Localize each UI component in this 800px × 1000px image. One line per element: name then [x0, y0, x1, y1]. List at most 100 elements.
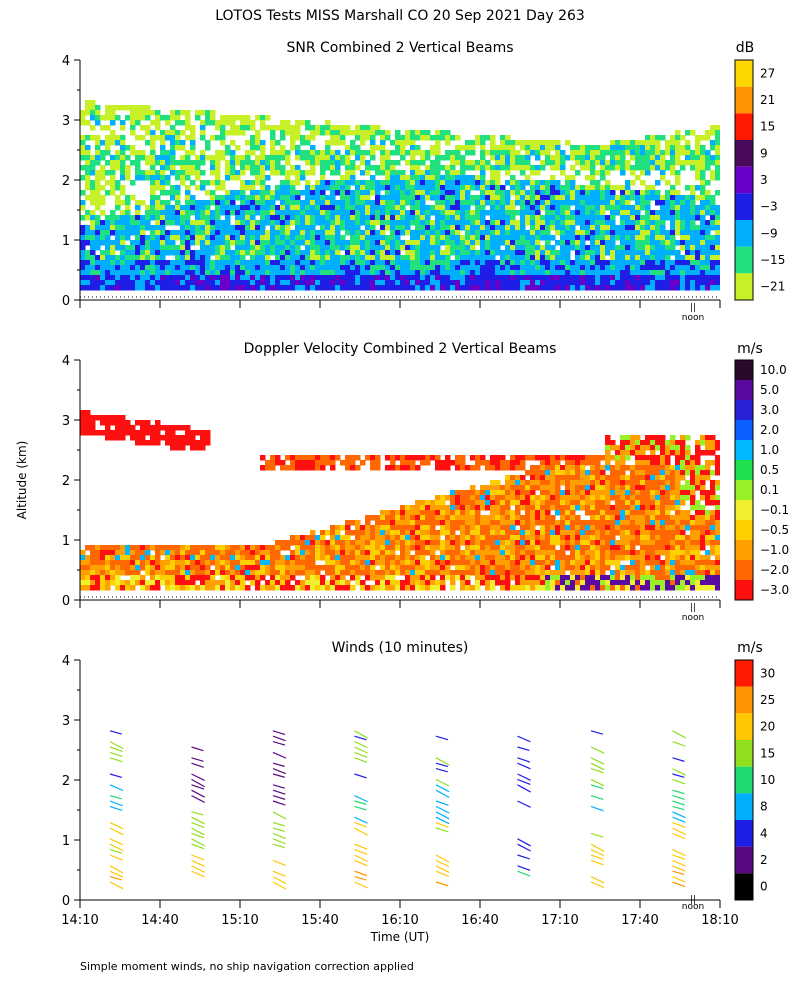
- snr-cell: [610, 195, 616, 201]
- snr-cell: [340, 155, 346, 161]
- snr-cell: [480, 185, 486, 191]
- snr-cell: [575, 245, 581, 251]
- snr-cell: [350, 145, 356, 151]
- snr-cell: [270, 280, 276, 286]
- snr-cell: [635, 230, 641, 236]
- doppler-cell: [355, 565, 361, 571]
- snr-cell: [640, 245, 646, 251]
- snr-cell: [715, 225, 720, 231]
- snr-cell: [415, 175, 421, 181]
- snr-cell: [170, 270, 176, 276]
- doppler-cell: [250, 575, 256, 581]
- doppler-cell: [210, 575, 216, 581]
- doppler-cell: [120, 585, 126, 591]
- snr-cell: [205, 270, 211, 276]
- doppler-cell: [510, 515, 516, 521]
- snr-cell: [655, 215, 661, 221]
- snr-cell: [405, 185, 411, 191]
- doppler-cell: [420, 505, 426, 511]
- doppler-cell: [425, 580, 431, 586]
- snr-cell: [410, 270, 416, 276]
- snr-cell: [645, 250, 651, 256]
- doppler-cell: [490, 490, 496, 496]
- snr-cell: [370, 145, 376, 151]
- snr-cell: [230, 190, 236, 196]
- doppler-cell: [410, 530, 416, 536]
- snr-cell: [85, 235, 91, 241]
- doppler-cell: [450, 505, 456, 511]
- snr-cell: [410, 180, 416, 186]
- snr-cell: [435, 285, 441, 291]
- snr-cell: [260, 170, 266, 176]
- doppler-cell: [400, 555, 406, 561]
- doppler-cell: [510, 555, 516, 561]
- snr-cell: [515, 140, 521, 146]
- doppler-cell: [415, 520, 421, 526]
- snr-cell: [580, 250, 586, 256]
- doppler-cell: [515, 495, 521, 501]
- snr-cell: [585, 255, 591, 261]
- snr-cell: [90, 260, 96, 266]
- snr-cell: [315, 265, 321, 271]
- doppler-cell: [410, 565, 416, 571]
- snr-cell: [635, 190, 641, 196]
- snr-cell: [190, 145, 196, 151]
- snr-cell: [130, 125, 136, 131]
- snr-cell: [380, 270, 386, 276]
- doppler-cell: [480, 505, 486, 511]
- doppler-cell: [385, 520, 391, 526]
- snr-cell: [510, 235, 516, 241]
- snr-cell: [535, 170, 541, 176]
- snr-cell: [435, 170, 441, 176]
- snr-cell: [630, 245, 636, 251]
- snr-cell: [120, 230, 126, 236]
- snr-cell: [240, 170, 246, 176]
- snr-cell: [195, 255, 201, 261]
- snr-cell: [140, 170, 146, 176]
- snr-cell: [150, 205, 156, 211]
- doppler-cell: [430, 530, 436, 536]
- snr-cell: [620, 270, 626, 276]
- snr-cell: [550, 275, 556, 281]
- snr-cell: [475, 185, 481, 191]
- snr-cell: [135, 220, 141, 226]
- snr-cell: [110, 210, 116, 216]
- snr-cell: [360, 195, 366, 201]
- snr-cell: [520, 280, 526, 286]
- doppler-cell: [235, 565, 241, 571]
- doppler-cell: [460, 525, 466, 531]
- snr-cell: [280, 205, 286, 211]
- snr-cell: [225, 255, 231, 261]
- snr-cell: [395, 205, 401, 211]
- snr-cell: [580, 210, 586, 216]
- doppler-cell: [365, 575, 371, 581]
- snr-cell: [495, 280, 501, 286]
- snr-cell: [660, 265, 666, 271]
- doppler-cell: [315, 570, 321, 576]
- snr-cell: [415, 190, 421, 196]
- snr-cell: [480, 205, 486, 211]
- snr-cell: [475, 265, 481, 271]
- snr-cell: [710, 275, 716, 281]
- snr-cell: [125, 225, 131, 231]
- doppler-cell: [425, 560, 431, 566]
- snr-cell: [165, 220, 171, 226]
- snr-cell: [135, 245, 141, 251]
- doppler-cell: [155, 420, 161, 426]
- doppler-cell: [440, 580, 446, 586]
- snr-cell: [530, 255, 536, 261]
- doppler-cell: [380, 525, 386, 531]
- snr-cell: [510, 155, 516, 161]
- snr-cell: [150, 170, 156, 176]
- snr-cell: [625, 260, 631, 266]
- snr-cell: [255, 225, 261, 231]
- snr-cell: [475, 200, 481, 206]
- snr-cell: [615, 185, 621, 191]
- snr-cell: [410, 150, 416, 156]
- snr-cell: [265, 175, 271, 181]
- snr-cell: [610, 260, 616, 266]
- doppler-cell: [465, 515, 471, 521]
- snr-cell: [310, 195, 316, 201]
- snr-cell: [265, 165, 271, 171]
- snr-cell: [655, 270, 661, 276]
